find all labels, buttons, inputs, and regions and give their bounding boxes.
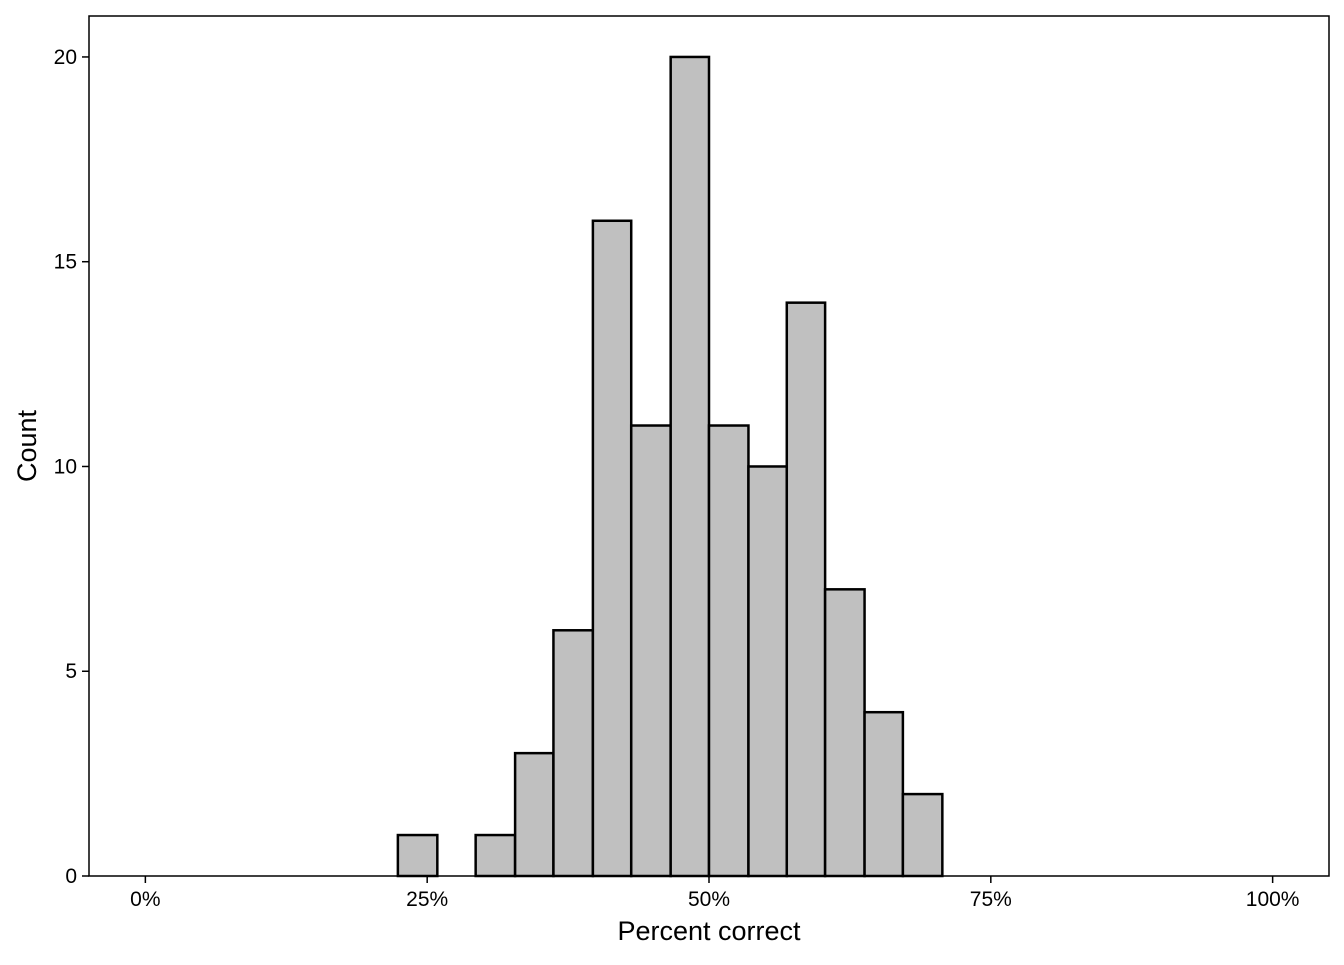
x-tick-label: 0% [130,888,160,911]
x-tick-label: 75% [970,888,1012,911]
y-tick-label: 0 [65,865,77,888]
x-axis-title: Percent correct [617,916,801,946]
y-axis-title: Count [12,409,42,482]
bars-layer [396,55,944,878]
histogram-bar [396,833,439,878]
histogram-bar [785,301,827,878]
histogram-bar [901,792,944,878]
x-tick-label: 50% [688,888,730,911]
y-tick-label: 20 [54,46,77,69]
histogram-bar [669,55,711,878]
y-tick-label: 10 [54,455,77,478]
y-axis-ticks: 0 5 10 15 20 [54,46,89,888]
y-tick-label: 5 [65,660,77,683]
histogram-bar [707,424,750,878]
x-tick-label: 100% [1246,888,1300,911]
histogram-bar [823,588,866,878]
histogram-bar [552,629,595,878]
histogram-bar [747,465,789,878]
x-tick-label: 25% [406,888,448,911]
histogram-bar [513,751,555,878]
histogram-bar [863,710,905,878]
x-axis-ticks: 0% 25% 50% 75% 100% [130,876,1299,911]
histogram-bar [591,219,633,878]
histogram-bar [629,424,672,878]
y-tick-label: 15 [54,251,77,274]
histogram-bar [474,833,517,878]
